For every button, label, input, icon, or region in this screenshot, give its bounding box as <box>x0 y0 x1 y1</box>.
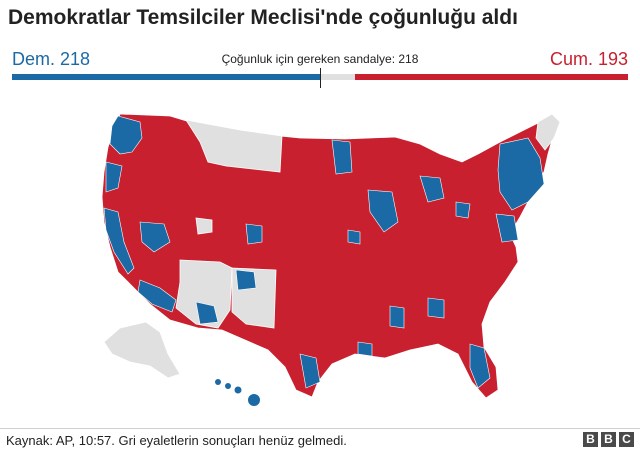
us-district-map <box>101 113 561 406</box>
hawaii <box>215 379 260 406</box>
hawaii-island-4 <box>248 394 260 406</box>
bbc-logo: B B C <box>583 432 634 447</box>
dem-pacific-northwest <box>109 115 143 155</box>
dem-nevada <box>139 221 171 253</box>
hawaii-island-3 <box>234 386 242 394</box>
undecided-utah-part <box>195 217 213 235</box>
bbc-logo-letter: B <box>601 432 616 447</box>
source-note: Kaynak: AP, 10:57. Gri eyaletlerin sonuç… <box>6 433 347 448</box>
dem-arizona-south <box>195 301 219 325</box>
alaska <box>103 321 181 379</box>
rep-seat-count: Cum. 193 <box>549 49 628 69</box>
bbc-logo-letter: C <box>619 432 634 447</box>
bbc-logo-letter: B <box>583 432 598 447</box>
footer: Kaynak: AP, 10:57. Gri eyaletlerin sonuç… <box>0 428 640 451</box>
hawaii-island-1 <box>215 379 221 385</box>
dem-kansas-city <box>347 229 361 245</box>
undecided-seat-fill <box>320 74 355 80</box>
dem-atlanta <box>427 297 445 319</box>
rep-seat-fill <box>354 74 628 80</box>
dem-mid-atlantic <box>495 213 519 243</box>
majority-label: Çoğunluk için gereken sandalye: 218 <box>221 52 419 66</box>
dem-texas-south <box>299 353 321 389</box>
dem-colorado <box>245 223 263 245</box>
undecided-arizona <box>175 259 233 329</box>
usa-mainland <box>101 113 561 399</box>
undecided-montana <box>185 119 283 173</box>
dem-alabama <box>389 305 405 329</box>
dem-illinois <box>367 189 399 233</box>
dem-seat-count: Dem. 218 <box>12 49 91 69</box>
dem-seat-fill <box>12 74 321 80</box>
undecided-maine <box>535 113 561 151</box>
dem-ohio <box>455 201 471 219</box>
dem-florida <box>469 343 491 389</box>
dem-minnesota <box>331 139 353 175</box>
dem-new-mexico-north <box>235 269 257 291</box>
page-title: Demokratlar Temsilciler Meclisi'nde çoğu… <box>8 6 518 29</box>
dem-new-orleans <box>357 341 373 357</box>
dem-michigan <box>419 175 445 203</box>
hawaii-island-2 <box>225 383 231 389</box>
dem-districts <box>103 115 545 389</box>
dem-southern-california <box>137 279 177 313</box>
dem-oregon-coast <box>105 161 123 193</box>
dem-california-coast <box>103 207 135 275</box>
dem-northeast <box>497 137 545 211</box>
majority-marker <box>320 68 321 88</box>
